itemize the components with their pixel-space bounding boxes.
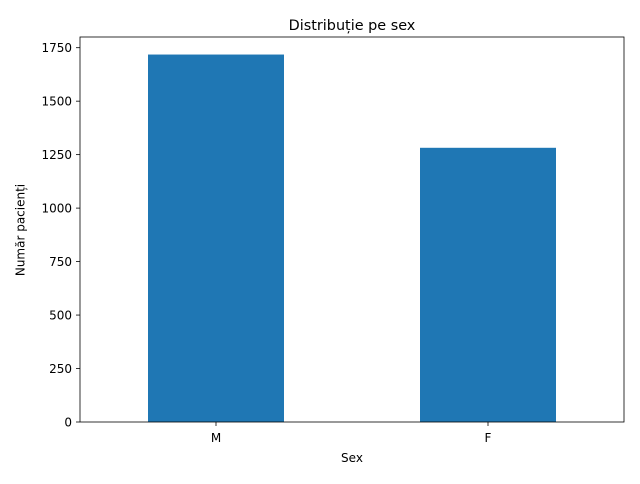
y-axis-label: Număr pacienți (14, 184, 28, 276)
y-tick-label: 500 (49, 308, 72, 322)
y-tick-label: 1250 (41, 148, 72, 162)
bar-m (148, 54, 284, 423)
y-tick-label: 250 (49, 362, 72, 376)
y-tick-label: 0 (64, 415, 72, 429)
plot-area: M F 0 250 500 750 1000 1250 1500 1750 (41, 36, 625, 445)
x-axis-label: Sex (341, 451, 363, 465)
y-tick-label: 1000 (41, 201, 72, 215)
y-tick-label: 750 (49, 255, 72, 269)
x-tick-label: F (485, 431, 492, 445)
y-tick-label: 1750 (41, 41, 72, 55)
bar-f (420, 147, 556, 423)
axes-frame (79, 36, 625, 423)
y-tick-label: 1500 (41, 94, 72, 108)
x-tick-label: M (211, 431, 221, 445)
chart-title: Distribuție pe sex (289, 18, 416, 34)
